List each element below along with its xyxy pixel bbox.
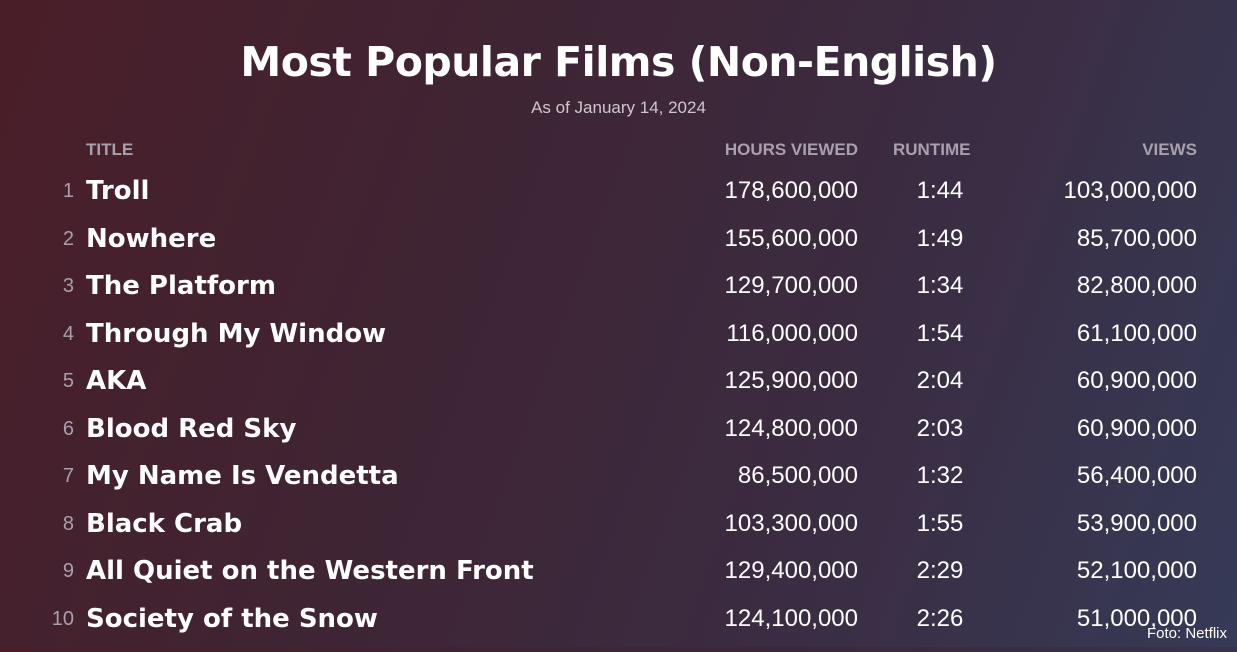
table-row: 1 Troll 178,600,000 1:44 103,000,000: [0, 177, 1237, 224]
chart-subtitle: As of January 14, 2024: [531, 98, 706, 117]
table-row: 10 Society of the Snow 124,100,000 2:26 51,0…: [0, 605, 1237, 652]
views-cell: 85,700,000: [1076, 224, 1197, 252]
rank-number: 3: [62, 275, 74, 297]
table-row: 9 All Quiet on the Western Front 129,400,0…: [0, 557, 1237, 604]
rank-number: 5: [62, 370, 74, 392]
column-header-runtime: RUNTIME: [893, 140, 971, 159]
runtime-cell: 1:44: [916, 177, 964, 204]
table-row: 3 The Platform 129,700,000 1:34 82,800,000: [0, 272, 1237, 319]
views-cell: 52,100,000: [1076, 557, 1197, 584]
runtime-cell: 1:49: [916, 224, 964, 252]
views-cell: 60,900,000: [1076, 414, 1197, 442]
chart-title: Most Popular Films (Non-English): [240, 38, 997, 86]
film-title: Through My Window: [86, 318, 387, 349]
views-cell: 60,900,000: [1076, 367, 1197, 394]
hours-viewed-cell: 125,900,000: [724, 367, 858, 394]
table-row: 6 Blood Red Sky 124,800,000 2:03 60,900,000: [0, 415, 1237, 462]
table-row: 7 My Name Is Vendetta 86,500,000 1:32 56,400…: [0, 462, 1237, 509]
views-cell: 56,400,000: [1076, 462, 1197, 489]
hours-viewed-cell: 86,500,000: [737, 462, 858, 489]
film-title: The Platform: [86, 271, 276, 301]
film-title: Black Crab: [86, 508, 243, 539]
column-header-views: VIEWS: [1142, 140, 1197, 159]
views-cell: 82,800,000: [1076, 272, 1197, 299]
hours-viewed-cell: 103,300,000: [724, 509, 858, 537]
hours-viewed-cell: 116,000,000: [726, 319, 858, 347]
film-title: Society of the Snow: [86, 603, 378, 634]
film-title: My Name Is Vendetta: [86, 461, 399, 491]
table-row: 5 AKA 125,900,000 2:04 60,900,000: [0, 367, 1237, 414]
rank-number: 6: [62, 417, 74, 440]
runtime-cell: 1:54: [916, 319, 964, 347]
runtime-cell: 1:55: [916, 509, 964, 537]
film-title: All Quiet on the Western Front: [86, 556, 534, 586]
runtime-cell: 1:32: [916, 462, 964, 489]
hours-viewed-cell: 129,700,000: [724, 272, 858, 299]
hours-viewed-cell: 124,100,000: [724, 604, 858, 632]
runtime-cell: 2:29: [916, 557, 964, 584]
film-title: Blood Red Sky: [86, 413, 297, 444]
views-cell: 51,000,000: [1076, 604, 1197, 632]
runtime-cell: 2:26: [916, 604, 964, 632]
table-row: 8 Black Crab 103,300,000 1:55 53,900,000: [0, 510, 1237, 557]
rank-number: 10: [51, 607, 74, 630]
rank-number: 7: [62, 465, 74, 487]
table-row: 4 Through My Window 116,000,000 1:54 61,100,…: [0, 320, 1237, 367]
hours-viewed-cell: 178,600,000: [724, 177, 858, 204]
rank-number: 8: [62, 512, 74, 535]
column-header-hours-viewed: HOURS VIEWED: [724, 140, 858, 159]
table-row: 2 Nowhere 155,600,000 1:49 85,700,000: [0, 225, 1237, 272]
film-title: Nowhere: [86, 223, 217, 254]
hours-viewed-cell: 124,800,000: [724, 414, 858, 442]
views-cell: 53,900,000: [1076, 509, 1197, 537]
runtime-cell: 1:34: [916, 272, 964, 299]
views-cell: 61,100,000: [1076, 319, 1197, 347]
views-cell: 103,000,000: [1063, 177, 1197, 204]
rank-number: 9: [62, 560, 74, 582]
runtime-cell: 2:04: [916, 367, 964, 394]
film-title: AKA: [86, 366, 147, 396]
rank-number: 1: [62, 180, 74, 202]
hours-viewed-cell: 129,400,000: [724, 557, 858, 584]
hours-viewed-cell: 155,600,000: [724, 224, 858, 252]
photo-credit: Foto: Netflix: [1146, 625, 1227, 642]
film-title: Troll: [86, 176, 150, 206]
rank-number: 2: [62, 227, 74, 250]
rank-number: 4: [62, 322, 74, 345]
runtime-cell: 2:03: [916, 414, 964, 442]
column-header-title: TITLE: [86, 140, 134, 159]
